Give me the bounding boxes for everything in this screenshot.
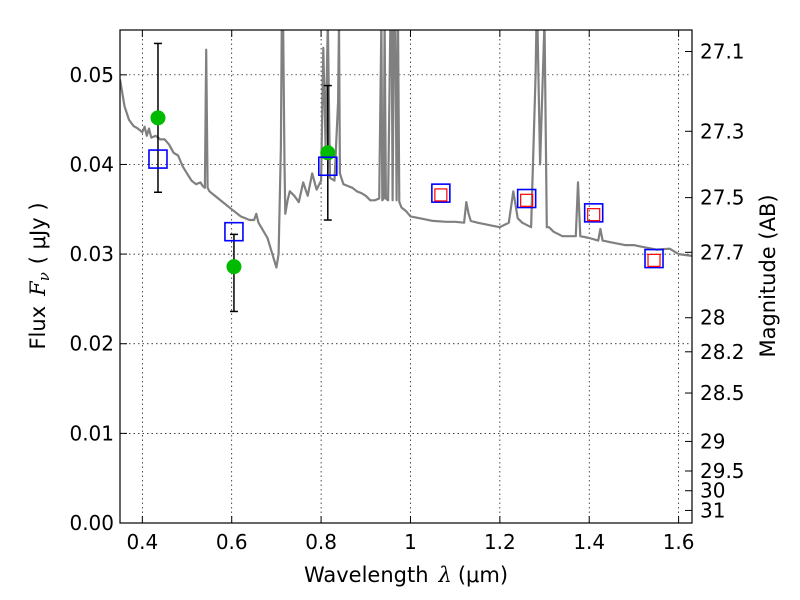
mag-tick-label: 29 bbox=[700, 429, 725, 453]
y-tick-label: 0.05 bbox=[69, 63, 114, 87]
ticks: 0.4 0.6 0.8 1 1.2 1.4 1.6 0.00 0.01 0.02 0.03 0.04 0… bbox=[69, 30, 745, 554]
model-square bbox=[148, 149, 168, 169]
model-square bbox=[224, 221, 244, 242]
predicted-square bbox=[434, 188, 448, 202]
mag-tick-label: 31 bbox=[700, 498, 725, 522]
mag-tick-label: 29.5 bbox=[700, 459, 745, 483]
mag-tick-label: 27.5 bbox=[700, 186, 745, 210]
mag-tick-label: 28 bbox=[700, 306, 725, 330]
grid bbox=[120, 30, 692, 524]
x-tick-label: 0.6 bbox=[216, 530, 248, 554]
x-tick-label: 1.2 bbox=[484, 530, 516, 554]
y-tick-label: 0.02 bbox=[69, 332, 114, 356]
model-square bbox=[317, 156, 338, 177]
mag-tick-label: 28.5 bbox=[700, 381, 745, 405]
model-square bbox=[583, 203, 604, 223]
mag-tick-label: 27.7 bbox=[700, 240, 745, 264]
observed-point bbox=[226, 259, 242, 275]
model-square bbox=[644, 248, 664, 269]
mag-tick-label: 30 bbox=[700, 479, 725, 503]
predicted-square bbox=[647, 253, 661, 267]
y-tick-label: 0.04 bbox=[69, 152, 114, 176]
mag-tick-label: 27.3 bbox=[700, 119, 745, 143]
x-tick-label: 1.6 bbox=[663, 530, 695, 554]
y2-axis-label: Magnitude (AB) bbox=[756, 194, 780, 357]
y-tick-label: 0.03 bbox=[69, 242, 114, 266]
predicted-square bbox=[587, 208, 601, 222]
x-axis-label: Wavelength λ (μm) bbox=[304, 563, 508, 587]
y-tick-label: 0.00 bbox=[69, 511, 114, 535]
y-axis-label: FluxFν( μJy ) bbox=[26, 202, 53, 349]
points-layer bbox=[148, 42, 664, 313]
observed-point bbox=[150, 110, 166, 126]
x-tick-label: 0.8 bbox=[305, 530, 337, 554]
plot-frame bbox=[119, 29, 693, 524]
model-square bbox=[516, 188, 537, 209]
x-tick-label: 1 bbox=[404, 530, 417, 554]
y-tick-label: 0.01 bbox=[69, 421, 114, 445]
predicted-square bbox=[520, 193, 534, 207]
plot-area bbox=[120, 30, 692, 269]
observed-point bbox=[320, 145, 336, 161]
x-tick-label: 0.4 bbox=[126, 530, 158, 554]
model-square bbox=[431, 183, 451, 203]
mag-tick-label: 28.2 bbox=[700, 340, 745, 364]
mag-tick-label: 27.1 bbox=[700, 40, 745, 64]
x-tick-label: 1.4 bbox=[573, 530, 605, 554]
sed-model-line bbox=[120, 30, 692, 269]
